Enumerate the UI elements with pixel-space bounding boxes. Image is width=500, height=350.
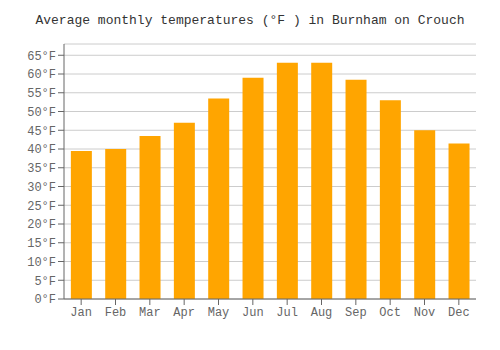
svg-text:15°F: 15°F bbox=[27, 237, 56, 251]
svg-text:Nov: Nov bbox=[414, 306, 436, 320]
svg-text:5°F: 5°F bbox=[34, 275, 56, 289]
svg-text:20°F: 20°F bbox=[27, 218, 56, 232]
html-text:Average monthly temperatures (: Average monthly temperatures (°F ) in Bu… bbox=[35, 13, 465, 28]
svg-text:Mar: Mar bbox=[139, 306, 161, 320]
svg-text:65°F: 65°F bbox=[27, 50, 56, 64]
svg-text:Oct: Oct bbox=[379, 306, 401, 320]
svg-text:Dec: Dec bbox=[448, 306, 470, 320]
svg-text:Feb: Feb bbox=[105, 306, 127, 320]
svg-text:40°F: 40°F bbox=[27, 143, 56, 157]
svg-text:Apr: Apr bbox=[173, 306, 195, 320]
svg-text:45°F: 45°F bbox=[27, 125, 56, 139]
svg-text:Jul: Jul bbox=[276, 306, 298, 320]
svg-text:35°F: 35°F bbox=[27, 162, 56, 176]
svg-text:60°F: 60°F bbox=[27, 68, 56, 82]
svg-text:30°F: 30°F bbox=[27, 181, 56, 195]
svg-text:Sep: Sep bbox=[345, 306, 367, 320]
svg-text:25°F: 25°F bbox=[27, 200, 56, 214]
svg-text:Jun: Jun bbox=[242, 306, 264, 320]
svg-text:0°F: 0°F bbox=[34, 293, 56, 307]
svg-text:10°F: 10°F bbox=[27, 256, 56, 270]
svg-text:55°F: 55°F bbox=[27, 87, 56, 101]
svg-text:May: May bbox=[208, 306, 230, 320]
svg-text:Aug: Aug bbox=[311, 306, 333, 320]
svg-text:50°F: 50°F bbox=[27, 106, 56, 120]
svg-text:Jan: Jan bbox=[70, 306, 92, 320]
